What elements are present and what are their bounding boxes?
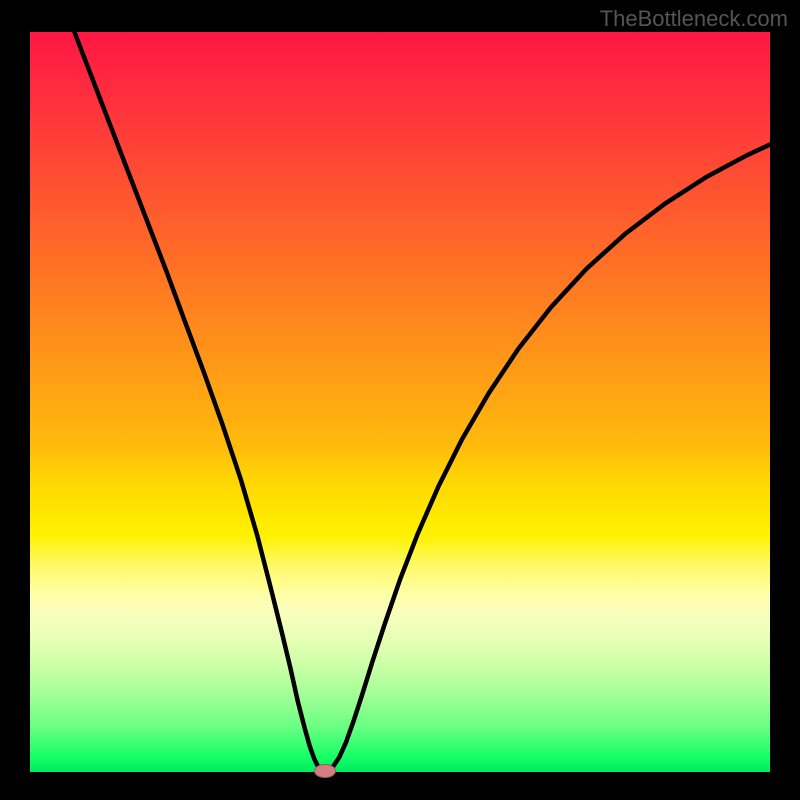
attribution-text: TheBottleneck.com	[600, 6, 788, 32]
vertex-marker	[314, 764, 336, 778]
plot-area	[30, 32, 770, 772]
bottleneck-curve	[30, 32, 770, 772]
curve-path	[74, 32, 770, 771]
